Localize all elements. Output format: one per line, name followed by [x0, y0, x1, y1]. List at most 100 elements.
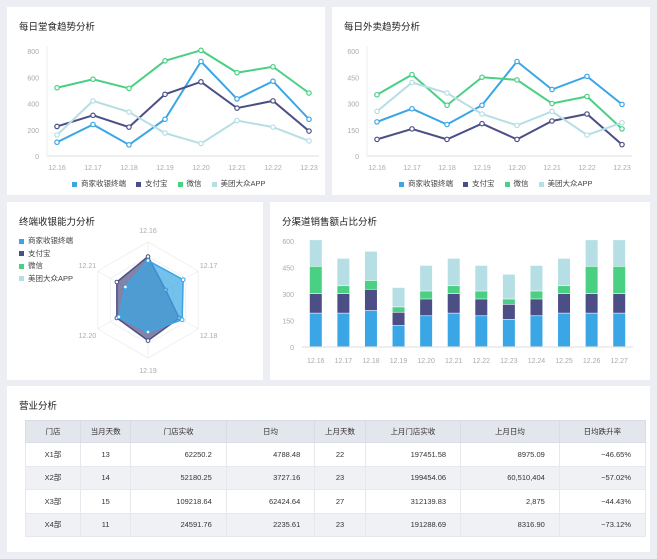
- column-header[interactable]: 门店实收: [130, 420, 227, 443]
- table-row: X2部 14 52180.25 3727.16 23 199454.06 60,510,40…: [25, 465, 647, 490]
- legend-item[interactable]: 支付宝: [463, 178, 495, 189]
- legend-item[interactable]: 美团大众APP: [211, 178, 266, 189]
- legend-item[interactable]: 微信: [504, 178, 529, 189]
- data-point: [162, 116, 168, 123]
- delivery-legend[interactable]: 商家收银终端 支付宝 微信 美团大众APP: [399, 178, 593, 189]
- delivery-trend-panel: 每日外卖趋势分析 0 150 300 450 600 12.16 12.17 12.18 12.…: [332, 7, 650, 195]
- data-point: [549, 100, 555, 107]
- channel-share-title: 分渠道销售额占比分析: [282, 217, 378, 228]
- x-tick-label: 12.20: [417, 358, 435, 365]
- column-header[interactable]: 上月天数: [314, 420, 366, 443]
- table-row: X1部 13 62250.2 4788.48 22 197451.58 8975.09 −46…: [25, 442, 647, 467]
- bar-segment: [420, 291, 433, 299]
- radar-axis-label: 12.20: [79, 333, 97, 340]
- legend-label: 微信: [186, 179, 202, 188]
- y-tick-label: 0: [290, 345, 294, 352]
- legend-item[interactable]: 商家收银终端: [399, 178, 453, 189]
- data-point: [444, 102, 450, 109]
- bar-segment: [364, 310, 377, 347]
- data-point: [584, 111, 590, 117]
- data-point: [234, 105, 240, 111]
- data-point: [374, 136, 380, 143]
- table-cell: 11: [79, 512, 132, 537]
- table-cell: −46.65%: [558, 442, 647, 467]
- legend-item[interactable]: 支付宝: [19, 248, 73, 261]
- dine-in-legend[interactable]: 商家收银终端 支付宝 微信 美团大众APP: [72, 178, 266, 189]
- table-cell: 22: [314, 442, 366, 467]
- data-point: [409, 79, 415, 86]
- y-tick-label: 450: [347, 75, 359, 82]
- bar-segment: [585, 294, 598, 313]
- bar-segment: [613, 294, 626, 313]
- x-tick-label: 12.17: [403, 165, 421, 172]
- data-point: [90, 98, 96, 104]
- bar-segment: [392, 312, 405, 326]
- legend-swatch: [19, 276, 24, 282]
- legend-item[interactable]: 商家收银终端: [19, 235, 73, 248]
- y-tick-label: 600: [282, 239, 294, 246]
- series-line: [56, 49, 310, 94]
- data-point: [409, 105, 415, 112]
- radar-point: [145, 329, 151, 335]
- bar-segment: [613, 240, 626, 267]
- radar-axis-label: 12.21: [79, 263, 97, 270]
- bar-segment: [337, 286, 350, 294]
- bar-segment: [364, 280, 377, 289]
- data-point: [514, 122, 520, 129]
- bar-segment: [558, 286, 571, 294]
- x-tick-label: 12.16: [368, 165, 386, 172]
- data-point: [479, 111, 485, 117]
- bar-segment: [337, 313, 350, 347]
- data-point: [54, 132, 60, 138]
- bar-segment: [558, 258, 571, 286]
- data-point: [549, 118, 555, 124]
- column-header[interactable]: 日均: [225, 420, 316, 443]
- legend-item[interactable]: 美团大众APP: [19, 273, 73, 286]
- table-cell: 23: [314, 465, 366, 490]
- bar-segment: [585, 313, 598, 347]
- radar-point: [179, 317, 185, 323]
- legend-item[interactable]: 微信: [19, 260, 73, 273]
- series-line: [376, 81, 623, 137]
- bar-segment: [309, 313, 322, 347]
- series-line: [376, 60, 623, 126]
- radar-point: [123, 284, 128, 290]
- legend-swatch: [211, 181, 217, 187]
- table-cell: 24591.76: [130, 512, 227, 537]
- column-header[interactable]: 上月日均: [460, 420, 560, 443]
- data-point: [444, 136, 450, 143]
- column-header[interactable]: 上月门店实收: [364, 420, 462, 443]
- bar-segment: [558, 294, 571, 313]
- delivery-trend-title: 每日外卖趋势分析: [344, 22, 421, 33]
- data-point: [584, 132, 590, 138]
- column-header[interactable]: 当月天数: [79, 420, 132, 443]
- bar-segment: [530, 316, 543, 347]
- table-cell: 3727.16: [225, 465, 316, 490]
- data-point: [126, 109, 132, 115]
- bar-segment: [309, 294, 322, 313]
- x-tick-label: 12.17: [84, 165, 102, 172]
- table-cell: 13: [79, 442, 132, 467]
- table-cell: −73.12%: [558, 512, 647, 537]
- legend-item[interactable]: 商家收银终端: [72, 178, 126, 189]
- legend-item[interactable]: 美团大众APP: [538, 178, 593, 189]
- x-tick-label: 12.21: [543, 165, 561, 172]
- bar-segment: [475, 299, 488, 316]
- radar-legend[interactable]: 商家收银终端 支付宝 微信 美团大众APP: [19, 235, 73, 285]
- delivery-trend-chart: 0 150 300 450 600 12.16 12.17 12.18 12.19 12.20 12…: [347, 46, 632, 172]
- data-point: [479, 74, 485, 81]
- radar-axis-label: 12.19: [139, 368, 157, 375]
- data-point: [444, 90, 450, 96]
- column-header[interactable]: 门店: [25, 420, 81, 443]
- radar-point: [114, 279, 120, 285]
- column-header[interactable]: 日均跌升率: [558, 420, 647, 443]
- legend-item[interactable]: 支付宝: [136, 178, 168, 189]
- x-tick-label: 12.18: [438, 165, 456, 172]
- legend-item[interactable]: 微信: [177, 178, 202, 189]
- data-point: [90, 112, 96, 119]
- radar-point: [180, 277, 186, 282]
- bar-segment: [337, 258, 350, 286]
- x-tick-label: 12.20: [192, 165, 210, 172]
- bar-segment: [364, 251, 377, 281]
- bar-segment: [420, 265, 433, 291]
